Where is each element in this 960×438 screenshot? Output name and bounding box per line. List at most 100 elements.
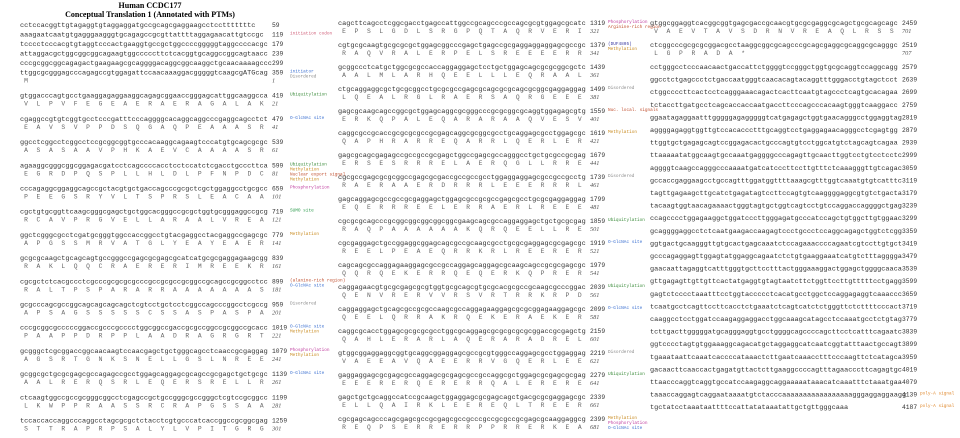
amino-acid-sequence: A P G S S M R V A T G L Y E A Y E A E R: [24, 240, 264, 247]
amino-acid-sequence: E Q E R R R E E L E R R A E R L R E E E: [342, 204, 582, 211]
dna-sequence: tcaatgcctcagttccttcacctctgaaatctcagtcatc…: [650, 303, 902, 310]
amino-acid-sequence: S T T R A P R P S A L Y L V P I T G R G: [24, 426, 264, 433]
residue-number: 581: [590, 314, 599, 321]
position-number: 1199: [272, 394, 287, 401]
amino-acid-sequence: Q E N V R E R V V R S V R T R R K R P D: [342, 292, 582, 299]
position-number: 239: [272, 51, 284, 58]
position-number: 179: [272, 41, 284, 48]
dna-sequence: caaggcctcctggatccaagaggaggacctggcaaagcat…: [650, 316, 902, 323]
annotation: O-GlcNAc site: [608, 426, 643, 431]
residue-number: 321: [589, 28, 599, 35]
dna-sequence: gcggccctcatgctggcgcgccaccaggaggagctcctgc…: [338, 64, 586, 71]
amino-acid-sequence: L G P R A D A *: [654, 50, 745, 57]
residue-number: 501: [590, 226, 599, 233]
amino-acid-sequence: V L P V F E G E A E R A E R A G A L A K: [24, 101, 264, 108]
annotation: O-GlcNAc site: [290, 116, 325, 121]
dna-sequence: tagttgagaagcttgcatctgagatagtccttccagtgtc…: [650, 190, 902, 197]
amino-acid-sequence: E R S E S R R R E L A E R Q G L L R R E: [342, 160, 582, 167]
dna-sequence: ggcctcggcctcggcctccgcggcggtgcccacaaggcag…: [20, 139, 268, 146]
annotation: Ubiquitylation: [290, 162, 327, 167]
annotation: (DUF4805): [608, 42, 632, 47]
position-number: 1859: [590, 218, 605, 225]
dna-sequence: ggtcccctagtgtggaaaggcagacatgctaggaggcatc…: [650, 341, 902, 348]
position-number: 1439: [590, 64, 605, 71]
position-number: 2099: [590, 306, 605, 313]
amino-acid-sequence: E G R D P Q S P L L H L D L P F N P D C: [24, 170, 264, 177]
dna-sequence: ttaacccaggtcaggtgccatccaagaggcaggaaaaata…: [650, 379, 902, 386]
position-number: 3359: [902, 228, 917, 235]
position-number: 3419: [902, 240, 917, 247]
annotation: Disordered: [290, 75, 317, 80]
dna-sequence: gttgagagttgttgttcactatgaggtgtagtaatcttct…: [650, 278, 902, 285]
dna-sequence: gagtctcccctaaatttcctggtaccccctcacatgcctg…: [650, 291, 902, 298]
annotation: O-GlcNAc site: [290, 283, 325, 288]
amino-acid-sequence: P E E G S R Y V L T S P R S L E A C A A: [24, 194, 264, 201]
dna-sequence: gagctgctgcaggccatccgcaagctggaggagcgcgagc…: [338, 394, 586, 401]
amino-acid-sequence: Q A H L E R A R L A Q E R A R A D R E L: [342, 336, 582, 343]
dna-sequence: tctaccttgatgcctcagcaccaccaatgaccttcccagc…: [650, 102, 898, 109]
dna-sequence: gcccagaggagttggagtatggaggcagaatctctgtgaa…: [650, 253, 902, 260]
position-number: 3119: [902, 177, 917, 184]
annotation: O-GlcNAc site: [290, 371, 325, 376]
annotation: initiation codon: [290, 32, 333, 37]
dna-sequence: ggctcgggcgcctcgatgcgggtggccaccggcctgtacg…: [20, 232, 268, 239]
annotation: Methylation: [290, 232, 319, 237]
residue-number: 601: [590, 336, 599, 343]
amino-acid-sequence: Q E E L Q R R A K R Q E K E R A E K E R: [342, 314, 582, 321]
annotation: SUMO site: [290, 209, 314, 214]
position-number: 3599: [902, 278, 917, 285]
residue-number: 561: [590, 292, 599, 299]
dna-sequence: ttaaaaatatggcaagtgccaaatgaggggcccagagttg…: [650, 152, 902, 159]
position-number: 2399: [590, 416, 605, 423]
amino-acid-sequence: R E E L P E A E Q R R K R L R E E R E R: [342, 248, 582, 255]
residue-number: 461: [590, 182, 599, 189]
position-number: 2519: [902, 42, 917, 49]
dna-sequence: gcggcgctgcgcgagcgccagagccgcctggagcaggagc…: [20, 371, 268, 378]
dna-sequence: ggaatagaggaatttgggggagagggggtcatgagagctg…: [650, 114, 902, 121]
dna-sequence: ctcaagtggccgccgcgggcggcctcgagccgctgccggg…: [20, 394, 268, 401]
dna-sequence: gaggaggagcgcgagcgccaggagcgcgagcgccgccagg…: [338, 372, 586, 379]
position-number: 299: [272, 60, 284, 67]
residue-number: 541: [590, 270, 599, 277]
title: Human CCDC177: [119, 1, 182, 10]
annotation: Methylation: [290, 167, 319, 172]
position-number: 1019: [272, 325, 287, 332]
dna-sequence: ggtgactgcaagggttgtgcactgagcaaatctccagaaa…: [650, 240, 902, 247]
position-number: 779: [272, 232, 284, 239]
annotation: Methylation: [608, 416, 637, 421]
residue-number: 301: [271, 426, 281, 433]
annotation: Methylation: [290, 177, 319, 182]
dna-sequence: ggcctctgagccctctgaccaatgggtcaacacagtacag…: [650, 77, 898, 84]
amino-acid-sequence: R E Q P S E R R E R R P P R R E R K E A: [342, 424, 582, 431]
position-number: 3719: [902, 303, 917, 310]
position-number: 2759: [902, 102, 917, 109]
position-number: 3779: [902, 316, 917, 323]
annotation: (alanine-rich region): [290, 278, 345, 283]
position-number: 2279: [590, 372, 605, 379]
annotation: Nuclear export signal: [290, 172, 346, 177]
position-number: 2639: [902, 77, 917, 84]
residue-number: 261: [272, 379, 281, 386]
position-number: 59: [272, 22, 280, 29]
position-number: 1979: [590, 262, 605, 269]
annotation: Ubiquitylation: [608, 218, 645, 223]
amino-acid-sequence: R A Q P A A A A A A K Q R Q E E L L R E: [342, 226, 582, 233]
dna-sequence: tgaaataattcaaatcaccccataaactcttgaatcaaac…: [650, 354, 902, 361]
amino-acid-sequence: E P S L G D L S R G P Q T A Q R V E R I: [342, 28, 582, 35]
dna-sequence: caggcgcacctggagcgcgcgcgcctggcgcaggagcgcg…: [338, 328, 586, 335]
residue-number: 621: [590, 358, 599, 365]
residue-number: 61: [272, 147, 278, 154]
position-number: 419: [272, 93, 284, 100]
position-number: 959: [272, 302, 284, 309]
dna-sequence: attaggacgctggcggcggcagaagtggcccccttctcac…: [20, 51, 268, 58]
position-number: 359: [272, 70, 284, 77]
residue-number: 201: [272, 310, 281, 317]
amino-acid-sequence: P A A P P D R P P L A A D R A G R G R T: [24, 333, 264, 340]
dna-sequence: ctggccccttcactcctcagggaaacagactcacttcaat…: [650, 89, 898, 96]
dna-sequence: tgctatcctaaataattttccattatataaatattgctgt…: [650, 404, 848, 411]
residue-number: 661: [590, 402, 599, 409]
amino-acid-sequence: E R K Q P A L E Q A R A R A A Q V E S V: [342, 116, 582, 123]
amino-acid-sequence: A A L M L A R H Q E E L L L E Q R A A L: [342, 72, 582, 79]
annotation: Phosphorylation: [608, 20, 648, 25]
dna-sequence: gcgggctcgcggaccggcaacaagtccaacgagctgctgg…: [20, 348, 268, 355]
